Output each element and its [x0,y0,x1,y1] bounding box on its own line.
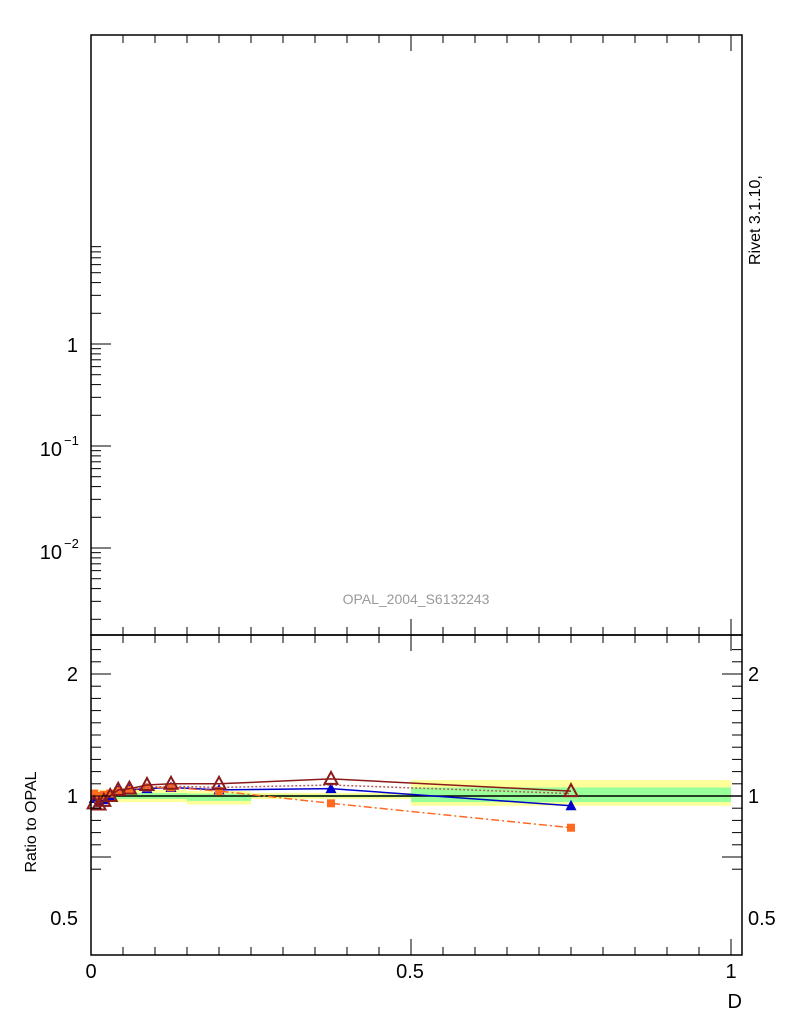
x-tick-label-0: 0 [85,961,96,983]
y-main-tick-label-001: 10 [40,542,62,564]
series-3-point-7 [162,774,180,790]
y-main-tick-label-1: 1 [67,335,78,357]
ratio-y-tick-label-1: 1 [67,786,78,808]
ratio-y-tick-label-05-right: 0.5 [748,908,776,930]
y-main-tick-exp-001: −2 [64,536,79,551]
y-main-tick-exp-01: −1 [64,433,79,448]
series-1-point-7 [167,783,175,792]
x-tick-label-05: 0.5 [396,961,424,983]
x-tick-label-1: 1 [725,961,736,983]
series-line-2 [94,784,572,803]
series-3-point-6 [138,775,156,792]
green-band-1 [187,793,251,801]
y-main-tick-label-01: 10 [40,439,62,461]
ratio-y-tick-label-2-right: 2 [748,664,759,686]
series-1-point-6 [143,783,151,792]
ratio-y-axis-label: Ratio to OPAL [23,771,40,872]
series-1-point-5 [125,785,134,794]
series-1-point-9 [327,799,335,808]
series-3-point-10 [562,782,580,798]
series-1-point-3 [106,789,115,798]
main-panel-frame [90,34,743,636]
ratio-y-tick-label-2: 2 [67,664,78,686]
series-3-point-8 [210,774,228,790]
x-axis-label: D [728,991,742,1013]
analysis-watermark: OPAL_2004_S6132243 [343,591,490,607]
series-3-point-5 [121,779,138,795]
rivet-version-label: Rivet 3.1.10, [747,175,764,265]
main-panel-ticks [90,35,732,635]
ratio-y-tick-label-05: 0.5 [50,908,78,930]
series-1-point-0 [90,789,99,798]
series-3-point-4 [110,780,127,796]
series-1-point-10 [567,823,575,832]
series-3-point-2 [95,791,112,807]
ratio-panel-frame [90,634,743,956]
series-3-point-1 [90,795,108,811]
series-3-point-9 [322,769,340,785]
series-0-point-10 [565,799,577,811]
ratio-panel-ticks [90,635,742,955]
series-0-point-9 [325,782,337,794]
green-band-3 [411,787,731,803]
ratio-y-tick-label-1-right: 1 [748,786,759,808]
series-1-point-4 [114,787,123,796]
series-1-point-8 [215,787,223,796]
